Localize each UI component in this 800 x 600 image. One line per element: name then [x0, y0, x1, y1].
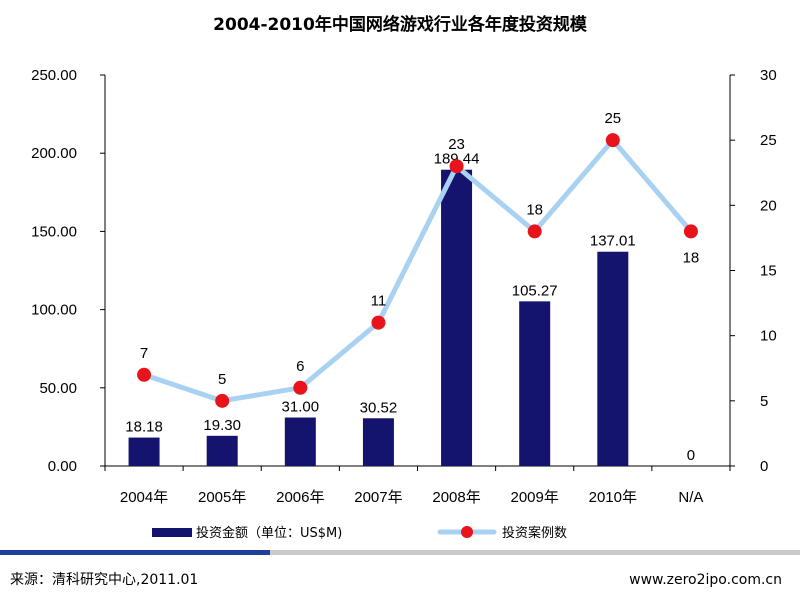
right-axis-tick-label: 20 — [760, 197, 777, 214]
website-url: www.zero2ipo.com.cn — [629, 572, 782, 588]
left-axis-tick-labels: 0.00 50.00 100.00 150.00 200.00 250.00 — [31, 67, 77, 475]
line-marker — [683, 224, 698, 239]
x-axis-tick-labels: 2004年 2005年 2006年 2007年 2008年 2009年 2010年 N/A — [120, 489, 704, 506]
bar-data-label: 31.00 — [282, 399, 320, 416]
x-axis-tick-label: 2007年 — [354, 489, 402, 506]
legend-bar-swatch — [152, 528, 192, 537]
bar-data-label: 189.44 — [434, 151, 480, 168]
chart-title: 2004-2010年中国网络游戏行业各年度投资规模 — [213, 14, 588, 35]
line-data-label: 23 — [448, 136, 465, 153]
line-marker — [449, 159, 464, 174]
x-axis-tick-label: 2004年 — [120, 489, 168, 506]
line-data-label: 5 — [218, 371, 226, 388]
line-marker — [137, 367, 152, 382]
line-path — [141, 137, 694, 404]
bar — [206, 435, 238, 466]
line-data-label: 7 — [140, 345, 148, 362]
line-series — [137, 133, 698, 408]
legend-line-marker — [461, 526, 473, 538]
bar — [362, 418, 394, 466]
x-axis-tick-label: 2009年 — [511, 489, 559, 506]
x-axis-tick-label: 2005年 — [198, 489, 246, 506]
line-marker — [293, 380, 308, 395]
bar — [128, 437, 160, 466]
right-axis-tick-labels: 0 5 10 15 20 25 30 — [760, 67, 777, 475]
bar — [284, 417, 316, 466]
line-data-labels: 7 5 6 11 23 18 25 18 — [140, 110, 699, 388]
left-axis-tick-label: 100.00 — [31, 302, 77, 319]
bar-data-label: 30.52 — [360, 399, 398, 416]
footer: 来源：清科研究中心,2011.01 www.zero2ipo.com.cn — [0, 550, 800, 588]
bar-data-label: 18.18 — [125, 419, 163, 436]
footer-bar-right — [270, 550, 800, 555]
right-axis-tick-label: 25 — [760, 132, 777, 149]
line-marker — [527, 224, 542, 239]
x-axis-tick-label: 2008年 — [432, 489, 480, 506]
bar-data-label: 105.27 — [512, 282, 558, 299]
line-data-label: 25 — [604, 110, 621, 127]
left-axis-tick-label: 150.00 — [31, 223, 77, 240]
right-axis-tick-label: 5 — [760, 393, 768, 410]
right-axis-tick-label: 15 — [760, 263, 777, 280]
left-axis-tick-label: 50.00 — [39, 380, 77, 397]
line-marker — [605, 133, 620, 148]
bar-data-labels: 18.18 19.30 31.00 30.52 189.44 105.27 137.01 0 — [125, 151, 695, 464]
bar-data-label: 0 — [687, 447, 695, 464]
legend: 投资金额（单位：US$M) 投资案例数 — [152, 525, 567, 541]
x-axis-tick-label: 2010年 — [589, 489, 637, 506]
bar-data-label: 137.01 — [590, 233, 636, 250]
bar-data-label: 19.30 — [203, 417, 241, 434]
line-data-label: 18 — [683, 249, 700, 266]
bar — [519, 301, 551, 466]
legend-bar-label: 投资金额（单位：US$M) — [196, 525, 342, 541]
right-axis-tick-label: 0 — [760, 458, 768, 475]
x-axis-tick-label: N/A — [678, 489, 703, 506]
right-axis-tick-label: 30 — [760, 67, 777, 84]
bar-series — [128, 169, 629, 467]
bar — [441, 169, 473, 467]
line-data-label: 6 — [296, 358, 304, 375]
axes — [100, 74, 735, 471]
line-data-label: 11 — [371, 293, 387, 310]
footer-bar-left — [0, 550, 270, 555]
line-marker — [371, 315, 386, 330]
line-marker — [215, 393, 230, 408]
right-axis-tick-label: 10 — [760, 328, 777, 345]
line-data-label: 18 — [526, 201, 543, 218]
left-axis-tick-label: 250.00 — [31, 67, 77, 84]
bar — [597, 251, 629, 466]
source-note: 来源：清科研究中心,2011.01 — [10, 572, 198, 588]
legend-line-label: 投资案例数 — [502, 525, 567, 541]
left-axis-tick-label: 200.00 — [31, 145, 77, 162]
x-axis-tick-label: 2006年 — [276, 489, 324, 506]
left-axis-tick-label: 0.00 — [48, 458, 77, 475]
